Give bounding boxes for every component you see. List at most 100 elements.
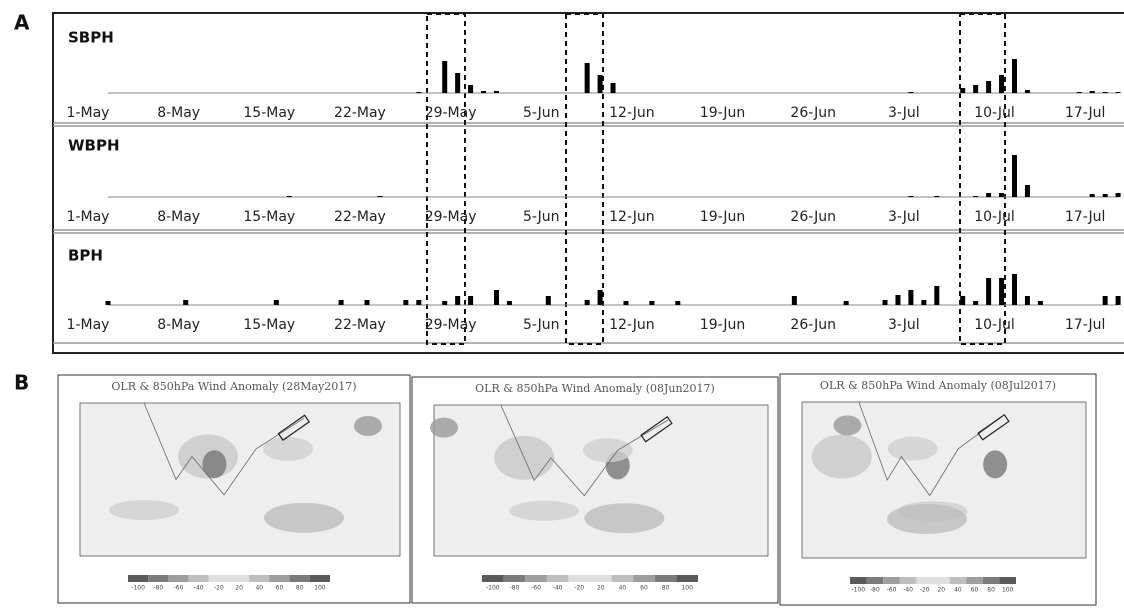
bar	[546, 296, 551, 305]
bar	[999, 278, 1004, 305]
x-tick-label: 5-Jun	[523, 317, 560, 333]
colorbar-tick: -40	[194, 585, 204, 592]
x-tick-label: 22-May	[334, 105, 386, 121]
colorbar-cell	[249, 575, 269, 582]
olr-anomaly	[888, 437, 938, 461]
map-title: OLR & 850hPa Wind Anomaly (28May2017)	[111, 380, 356, 393]
bar	[973, 196, 978, 197]
x-tick-label: 15-May	[243, 105, 295, 121]
colorbar-tick: 20	[235, 585, 243, 592]
bar	[403, 300, 408, 305]
bar	[468, 85, 473, 93]
colorbar-tick: -40	[903, 587, 913, 594]
x-tick-label: 3-Jul	[888, 209, 920, 225]
colorbar-tick: 80	[662, 585, 670, 592]
colorbar-cell	[148, 575, 168, 582]
highlight-boxes	[427, 14, 1005, 344]
bar	[416, 92, 421, 93]
bar	[106, 301, 111, 305]
map-area	[80, 403, 400, 556]
x-tick-label: 26-Jun	[790, 317, 836, 333]
bar	[1012, 155, 1017, 197]
x-tick-label: 3-Jul	[888, 317, 920, 333]
figure: A B OLR & 850hPa Wind Anomaly (28May2017…	[0, 0, 1124, 606]
x-tick-label: 3-Jul	[888, 105, 920, 121]
colorbar-cell	[568, 575, 590, 582]
colorbar-tick: -80	[870, 587, 880, 594]
colorbar-tick: -40	[553, 585, 563, 592]
colorbar-tick: 60	[971, 587, 979, 594]
colorbar-cell	[900, 577, 917, 584]
colorbar-tick: -100	[131, 585, 145, 592]
x-tick-label: 8-May	[157, 105, 200, 121]
bar	[986, 81, 991, 93]
bar	[999, 75, 1004, 93]
olr-anomaly	[584, 503, 664, 533]
olr-anomaly	[263, 437, 313, 461]
colorbar-tick: -80	[509, 585, 519, 592]
x-tick-label: 1-May	[67, 317, 110, 333]
x-tick-label: 8-May	[157, 209, 200, 225]
bar	[494, 91, 499, 93]
colorbar-cell	[229, 575, 249, 582]
bar	[442, 301, 447, 305]
map-title: OLR & 850hPa Wind Anomaly (08Jul2017)	[820, 379, 1056, 392]
colorbar-tick: -60	[887, 587, 897, 594]
colorbar-cell	[168, 575, 188, 582]
colorbar-tick: 100	[314, 585, 326, 592]
bar	[921, 300, 926, 305]
colorbar-tick: 40	[619, 585, 627, 592]
colorbar-cell	[933, 577, 950, 584]
bar	[611, 83, 616, 93]
colorbar-cell	[269, 575, 289, 582]
colorbar-tick: 80	[987, 587, 995, 594]
bar	[1012, 274, 1017, 305]
bar	[908, 92, 913, 93]
bar	[507, 301, 512, 305]
bar	[1103, 296, 1108, 305]
colorbar-tick: -20	[214, 585, 224, 592]
bar	[598, 75, 603, 93]
colorbar-tick: 40	[954, 587, 962, 594]
colorbar-tick: 20	[597, 585, 605, 592]
x-tick-label: 12-Jun	[609, 317, 655, 333]
bar	[1116, 92, 1121, 93]
x-tick-label: 15-May	[243, 209, 295, 225]
bar	[1103, 194, 1108, 197]
bar	[339, 300, 344, 305]
bar	[481, 91, 486, 93]
colorbar-cell	[883, 577, 900, 584]
x-tick-label: 17-Jul	[1065, 105, 1106, 121]
chart-title: BPH	[68, 247, 103, 265]
bar	[1090, 91, 1095, 93]
x-tick-label: 17-Jul	[1065, 209, 1106, 225]
x-tick-label: 5-Jun	[523, 209, 560, 225]
colorbar-cell	[189, 575, 209, 582]
colorbar-tick: -100	[851, 587, 865, 594]
bar	[442, 61, 447, 93]
colorbar-tick: 100	[1002, 587, 1014, 594]
bar	[494, 290, 499, 305]
x-tick-label: 22-May	[334, 317, 386, 333]
map-title: OLR & 850hPa Wind Anomaly (08Jun2017)	[475, 382, 715, 395]
bar	[1038, 301, 1043, 305]
map-panels: OLR & 850hPa Wind Anomaly (28May2017) -10…	[58, 374, 1096, 605]
x-tick-label: 29-May	[425, 105, 477, 121]
x-tick-label: 19-Jun	[700, 209, 746, 225]
bar	[1090, 194, 1095, 197]
colorbar-cell	[999, 577, 1016, 584]
bar	[1077, 92, 1082, 93]
bar	[455, 73, 460, 93]
bar	[986, 193, 991, 197]
colorbar-tick: 60	[640, 585, 648, 592]
bar	[274, 300, 279, 305]
bar	[934, 286, 939, 305]
x-tick-label: 10-Jul	[974, 317, 1015, 333]
bar	[1116, 296, 1121, 305]
bar	[973, 85, 978, 93]
bar	[365, 300, 370, 305]
olr-anomaly	[983, 450, 1007, 478]
colorbar-cell	[867, 577, 884, 584]
bar	[999, 193, 1004, 197]
colorbar-cell	[128, 575, 148, 582]
